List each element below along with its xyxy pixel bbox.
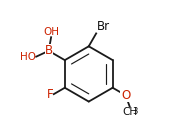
Text: Br: Br bbox=[97, 20, 110, 33]
Text: HO: HO bbox=[20, 52, 36, 62]
Text: F: F bbox=[47, 88, 53, 101]
Text: 3: 3 bbox=[132, 107, 138, 116]
Text: OH: OH bbox=[44, 27, 60, 37]
Text: O: O bbox=[121, 89, 130, 102]
Text: B: B bbox=[45, 44, 53, 57]
Text: CH: CH bbox=[122, 107, 137, 117]
